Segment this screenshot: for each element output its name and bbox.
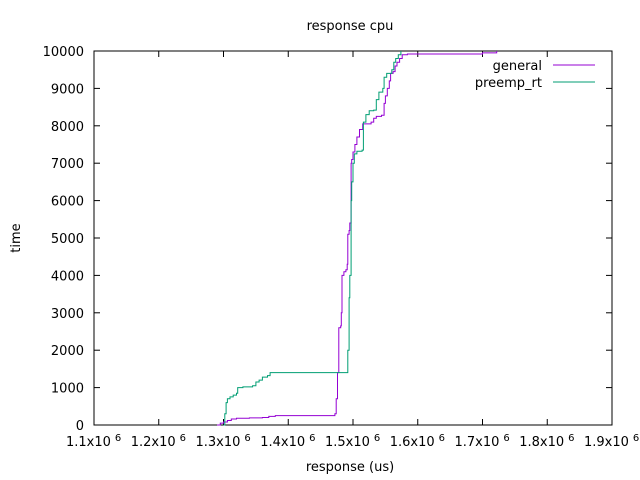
y-tick-label: 8000 — [51, 120, 84, 135]
y-tick-label: 0 — [76, 419, 84, 434]
x-tick-base: 1.6x10 — [390, 435, 435, 450]
y-axis-label: time — [9, 223, 24, 252]
series-line-general — [217, 51, 498, 426]
x-tick-base: 1.4x10 — [260, 435, 305, 450]
y-tick-label: 2000 — [51, 344, 84, 359]
x-tick-exponent: 6 — [115, 433, 121, 444]
y-tick-label: 7000 — [51, 157, 84, 172]
x-tick-base: 1.9x10 — [584, 435, 629, 450]
x-tick-exponent: 6 — [244, 433, 250, 444]
x-tick-base: 1.5x10 — [325, 435, 370, 450]
x-tick-label: 1.8x10 6 — [519, 433, 574, 450]
legend: general preemp_rt — [475, 59, 595, 91]
series-line-preemp_rt — [223, 51, 402, 426]
x-tick-exponent: 6 — [374, 433, 380, 444]
x-tick-exponent: 6 — [180, 433, 186, 444]
x-tick-label: 1.5x10 6 — [325, 433, 380, 450]
x-axis-label: response (us) — [306, 460, 394, 475]
x-tick-exponent: 6 — [503, 433, 509, 444]
x-tick-label: 1.7x10 6 — [455, 433, 510, 450]
legend-label-general: general — [493, 59, 542, 74]
x-tick-base: 1.3x10 — [196, 435, 241, 450]
x-tick-label: 1.6x10 6 — [390, 433, 445, 450]
x-tick-label: 1.2x10 6 — [131, 433, 186, 450]
x-tick-label: 1.4x10 6 — [260, 433, 315, 450]
series-lines — [217, 51, 498, 426]
x-tick-label: 1.1x10 6 — [66, 433, 121, 450]
legend-label-preemp_rt: preemp_rt — [475, 76, 542, 91]
x-tick-base: 1.2x10 — [131, 435, 176, 450]
y-tick-label: 4000 — [51, 269, 84, 284]
plot-frame — [93, 50, 613, 426]
x-tick-exponent: 6 — [439, 433, 445, 444]
y-tick-label: 5000 — [51, 232, 84, 247]
y-tick-label: 1000 — [51, 382, 84, 397]
x-tick-exponent: 6 — [568, 433, 574, 444]
x-tick-label: 1.9x10 6 — [584, 433, 639, 450]
x-tick-label: 1.3x10 6 — [196, 433, 251, 450]
y-tick-labels: 0 1000 2000 3000 4000 5000 6000 7000 8000 9000 100… — [43, 45, 84, 434]
x-tick-base: 1.7x10 — [455, 435, 500, 450]
chart-title: response cpu — [307, 19, 394, 34]
axis-ticks — [93, 50, 613, 426]
y-tick-label: 10000 — [43, 45, 84, 60]
y-tick-label: 6000 — [51, 195, 84, 210]
x-tick-base: 1.8x10 — [519, 435, 564, 450]
x-tick-labels: 1.1x10 6 1.2x10 6 1.3x10 6 1.4x10 6 1.5x10 6 1.6x1… — [66, 433, 639, 450]
y-tick-label: 3000 — [51, 307, 84, 322]
x-tick-exponent: 6 — [309, 433, 315, 444]
y-tick-label: 9000 — [51, 82, 84, 97]
x-tick-base: 1.1x10 — [66, 435, 111, 450]
x-tick-exponent: 6 — [633, 433, 639, 444]
